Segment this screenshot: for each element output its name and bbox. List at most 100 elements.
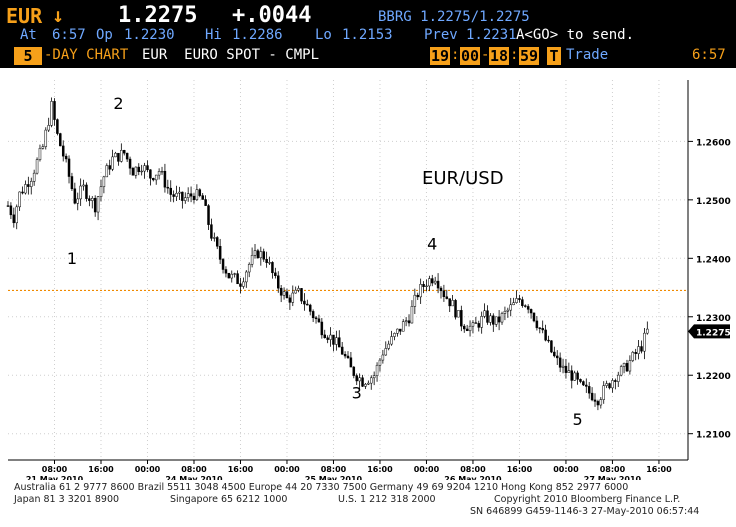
candle-body	[419, 284, 422, 298]
session-start-minute[interactable]: 00	[460, 47, 480, 65]
candle-body	[509, 304, 512, 311]
candle-body	[631, 352, 635, 361]
candle-body	[558, 357, 562, 368]
candle-body	[88, 198, 91, 201]
candle-body	[547, 339, 550, 342]
candle-body	[433, 280, 437, 284]
x-hour-label: 00:00	[274, 465, 300, 474]
candle-body	[393, 333, 396, 337]
candle-body	[18, 191, 21, 208]
candle-body	[314, 317, 318, 320]
y-tick-label: 1.2600	[696, 138, 731, 148]
candle-body	[131, 167, 135, 176]
session-end-hour[interactable]: 18	[489, 47, 509, 65]
footer-contacts-line1: Australia 61 2 9777 8600 Brazil 5511 304…	[14, 482, 629, 493]
candle-body	[215, 237, 219, 247]
candle-body	[111, 156, 114, 170]
candle-body	[201, 195, 204, 200]
candle-body	[602, 385, 605, 400]
footer-copyright: Copyright 2010 Bloomberg Finance L.P.	[494, 494, 681, 505]
candle-body	[245, 271, 248, 283]
candle-body	[300, 288, 303, 302]
candle-body	[76, 198, 79, 204]
candle-body	[462, 325, 466, 330]
candle-body	[294, 289, 297, 294]
candle-body	[15, 206, 18, 224]
candle-body	[564, 365, 568, 373]
footer-us: U.S. 1 212 318 2000	[338, 494, 436, 505]
y-tick-label: 1.2500	[696, 197, 731, 207]
candle-body	[247, 264, 251, 273]
candle-body	[114, 152, 117, 158]
candle-body	[396, 328, 399, 334]
candle-body	[364, 383, 367, 387]
candle-body	[332, 334, 335, 345]
trade-box[interactable]: T	[547, 47, 561, 65]
candle-body	[146, 165, 149, 171]
candle-body	[175, 192, 178, 197]
candle-body	[163, 170, 167, 188]
footer-serial: SN 646899 G459-1146-3 27-May-2010 06:57:…	[470, 506, 700, 517]
x-day-label: 24 May 2010	[165, 475, 223, 480]
candle-body	[596, 401, 600, 406]
candle-body	[425, 285, 428, 287]
candle-body	[399, 328, 402, 332]
candle-body	[256, 250, 260, 259]
candle-body	[521, 299, 524, 306]
price-source: BBRG 1.2275/1.2275	[378, 9, 530, 25]
candle-body	[207, 205, 210, 225]
candle-body	[477, 323, 481, 328]
clock: 6:57	[692, 47, 726, 63]
candle-body	[306, 303, 309, 306]
candle-body	[468, 325, 472, 332]
candle-body	[544, 329, 547, 341]
candle-body	[311, 311, 315, 319]
candle-body	[570, 370, 574, 381]
candle-body	[9, 205, 13, 216]
period-number-box[interactable]: 5	[14, 47, 42, 65]
session-start-hour[interactable]: 19	[430, 47, 450, 65]
colon-2: :	[510, 47, 519, 63]
candle-body	[128, 158, 132, 169]
candle-body	[210, 224, 213, 239]
candle-body	[297, 288, 300, 291]
prev-label: Prev	[424, 27, 458, 43]
high-label: Hi	[205, 27, 222, 43]
candle-body	[599, 399, 603, 406]
candle-body	[555, 355, 559, 359]
candle-body	[582, 381, 585, 386]
x-hour-label: 08:00	[600, 465, 626, 474]
candle-body	[576, 372, 579, 380]
candle-body	[640, 346, 643, 352]
candle-body	[24, 184, 27, 194]
candle-body	[172, 194, 175, 197]
candle-body	[585, 384, 588, 387]
candle-body	[29, 181, 33, 187]
candle-body	[413, 294, 417, 307]
session-end-minute[interactable]: 59	[519, 47, 539, 65]
candle-body	[143, 165, 146, 172]
candle-body	[593, 399, 597, 402]
y-tick-label: 1.2100	[696, 431, 731, 441]
footer-japan: Japan 81 3 3201 8900	[14, 494, 120, 505]
candle-body	[369, 377, 373, 384]
candle-body	[573, 372, 576, 381]
candle-body	[486, 310, 489, 323]
candle-body	[61, 145, 65, 157]
y-tick-label: 1.2400	[696, 255, 731, 265]
candle-body	[375, 364, 379, 376]
candle-body	[457, 310, 460, 318]
candle-body	[178, 191, 181, 194]
wave-labels: 1 2 3 4 5	[67, 94, 583, 429]
candle-body	[611, 380, 614, 389]
candle-body	[410, 306, 414, 324]
ticker[interactable]: EUR	[6, 4, 43, 28]
candle-body	[335, 337, 338, 345]
at-time: 6:57	[52, 27, 86, 43]
candle-body	[50, 101, 53, 126]
candle-body	[53, 101, 56, 120]
candle-body	[497, 316, 501, 323]
candle-body	[32, 172, 36, 182]
candle-body	[323, 334, 327, 339]
candle-body	[38, 148, 42, 160]
